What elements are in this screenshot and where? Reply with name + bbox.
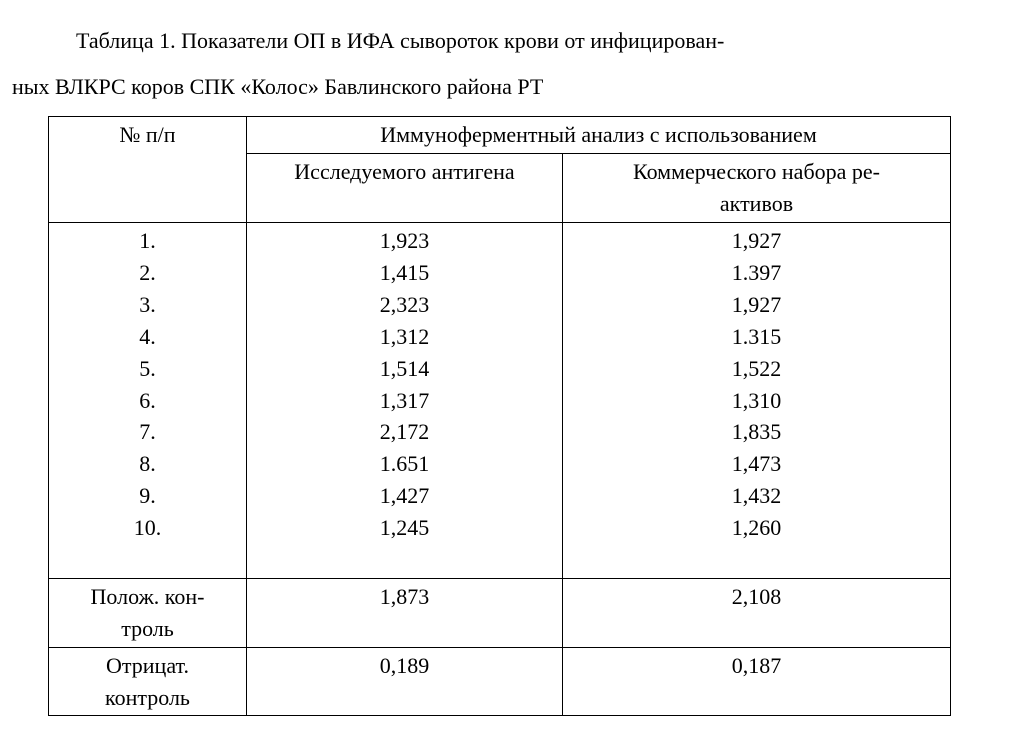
- row-number: 4.: [139, 321, 156, 353]
- antigen-value: 1,514: [380, 353, 430, 385]
- header-sub-1: Исследуемого антигена: [247, 154, 563, 223]
- antigen-value: 1,923: [380, 225, 430, 257]
- row-number: 6.: [139, 385, 156, 417]
- negative-control-row: Отрицат. контроль 0,189 0,187: [49, 647, 951, 716]
- header-row-1: № п/п Иммуноферментный анализ с использо…: [49, 117, 951, 154]
- commercial-value: 1,310: [732, 385, 782, 417]
- header-span: Иммуноферментный анализ с использованием: [247, 117, 951, 154]
- neg-ctrl-label-l2: контроль: [105, 682, 190, 714]
- commercial-value: 1,473: [732, 448, 782, 480]
- caption-line-2: ных ВЛКРС коров СПК «Колос» Бавлинского …: [12, 64, 999, 110]
- row-number: 8.: [139, 448, 156, 480]
- positive-control-label: Полож. кон- троль: [49, 578, 247, 647]
- pos-ctrl-label-l1: Полож. кон-: [91, 581, 205, 613]
- commercial-value: 1,432: [732, 480, 782, 512]
- row-number: 7.: [139, 416, 156, 448]
- commercial-value: 1,522: [732, 353, 782, 385]
- header-col-number: № п/п: [49, 117, 247, 223]
- table-caption: Таблица 1. Показатели ОП в ИФА сывороток…: [12, 18, 999, 110]
- negative-control-label: Отрицат. контроль: [49, 647, 247, 716]
- commercial-value: 1,835: [732, 416, 782, 448]
- negative-control-commercial: 0,187: [563, 647, 951, 716]
- row-number: 1.: [139, 225, 156, 257]
- blank-row: [145, 544, 151, 576]
- antigen-value: 1,427: [380, 480, 430, 512]
- page: Таблица 1. Показатели ОП в ИФА сывороток…: [0, 0, 1011, 716]
- header-sub-2-line1: Коммерческого набора ре-: [633, 156, 880, 188]
- positive-control-antigen: 1,873: [247, 578, 563, 647]
- commercial-values-cell: 1,927 1.397 1,927 1.315 1,522 1,310 1,83…: [563, 223, 951, 579]
- commercial-value: 1.397: [732, 257, 782, 289]
- header-sub-2: Коммерческого набора ре- активов: [563, 154, 951, 223]
- antigen-value: 2,323: [380, 289, 430, 321]
- blank-row: [402, 544, 408, 576]
- caption-line-1: Таблица 1. Показатели ОП в ИФА сывороток…: [12, 18, 999, 64]
- positive-control-commercial: 2,108: [563, 578, 951, 647]
- positive-control-row: Полож. кон- троль 1,873 2,108: [49, 578, 951, 647]
- antigen-value: 2,172: [380, 416, 430, 448]
- antigen-value: 1,415: [380, 257, 430, 289]
- neg-ctrl-label-l1: Отрицат.: [106, 650, 189, 682]
- antigen-value: 1,245: [380, 512, 430, 544]
- row-number: 2.: [139, 257, 156, 289]
- pos-ctrl-label-l2: троль: [121, 613, 174, 645]
- antigen-value: 1.651: [380, 448, 430, 480]
- commercial-value: 1,927: [732, 225, 782, 257]
- commercial-value: 1.315: [732, 321, 782, 353]
- commercial-value: 1,260: [732, 512, 782, 544]
- blank-row: [754, 544, 760, 576]
- row-number: 9.: [139, 480, 156, 512]
- numbers-cell: 1. 2. 3. 4. 5. 6. 7. 8. 9. 10.: [49, 223, 247, 579]
- negative-control-antigen: 0,189: [247, 647, 563, 716]
- antigen-values-cell: 1,923 1,415 2,323 1,312 1,514 1,317 2,17…: [247, 223, 563, 579]
- data-table: № п/п Иммуноферментный анализ с использо…: [48, 116, 951, 716]
- row-number: 10.: [134, 512, 162, 544]
- row-number: 3.: [139, 289, 156, 321]
- antigen-value: 1,317: [380, 385, 430, 417]
- row-number: 5.: [139, 353, 156, 385]
- data-body-row: 1. 2. 3. 4. 5. 6. 7. 8. 9. 10. 1,923 1,4…: [49, 223, 951, 579]
- antigen-value: 1,312: [380, 321, 430, 353]
- commercial-value: 1,927: [732, 289, 782, 321]
- header-sub-2-line2: активов: [720, 188, 793, 220]
